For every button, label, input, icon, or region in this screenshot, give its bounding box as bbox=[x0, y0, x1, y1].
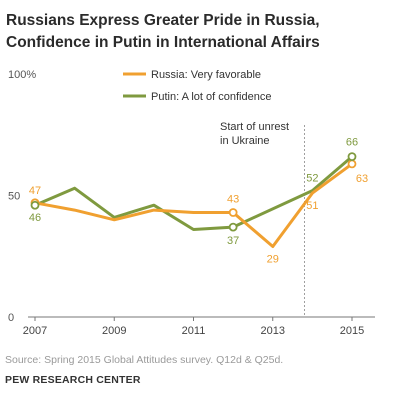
series-1-label-2007: 47 bbox=[29, 185, 41, 197]
series-2-marker-2012 bbox=[228, 222, 238, 232]
chart-title-line-1: Russians Express Greater Pride in Russia… bbox=[6, 12, 320, 29]
series-1-label-2012: 43 bbox=[227, 194, 239, 206]
series-line-1 bbox=[34, 162, 353, 248]
series-2-label-2014: 52 bbox=[306, 173, 318, 185]
x-tick-label-2015: 2015 bbox=[340, 325, 364, 337]
x-tick-label-2011: 2011 bbox=[182, 325, 206, 337]
x-tick-label-2013: 2013 bbox=[261, 325, 285, 337]
series-1-label-2014: 51 bbox=[306, 200, 318, 212]
unrest-annotation-line-2: in Ukraine bbox=[220, 135, 270, 147]
legend-label-2: Putin: A lot of confidence bbox=[151, 91, 271, 103]
series-2-marker-2007 bbox=[30, 200, 40, 210]
x-tick-label-2009: 2009 bbox=[102, 325, 126, 337]
series-1-label-2015: 63 bbox=[356, 173, 368, 185]
unrest-annotation-line-1: Start of unrest bbox=[220, 121, 289, 133]
y-tick-label-0: 0 bbox=[8, 312, 14, 324]
x-tick-label-2007: 2007 bbox=[23, 325, 47, 337]
series-2-label-2007: 46 bbox=[29, 212, 41, 224]
series-2-marker-2015 bbox=[347, 152, 357, 162]
source-note: Source: Spring 2015 Global Attitudes sur… bbox=[5, 354, 284, 366]
series-2-label-2012: 37 bbox=[227, 235, 239, 247]
series-1-marker-2015 bbox=[347, 159, 357, 169]
y-tick-label-100: 100% bbox=[8, 69, 36, 81]
chart-title-line-2: Confidence in Putin in International Aff… bbox=[6, 34, 320, 51]
organization-name: PEW RESEARCH CENTER bbox=[5, 374, 141, 386]
series-1-label-2013: 29 bbox=[267, 254, 279, 266]
y-tick-label-50: 50 bbox=[8, 191, 20, 203]
series-2-label-2015: 66 bbox=[346, 137, 358, 149]
legend-label-1: Russia: Very favorable bbox=[151, 69, 261, 81]
series-1-marker-2012 bbox=[228, 208, 238, 217]
series-line-2 bbox=[34, 155, 353, 231]
chart-title: Russians Express Greater Pride in Russia… bbox=[6, 10, 406, 54]
